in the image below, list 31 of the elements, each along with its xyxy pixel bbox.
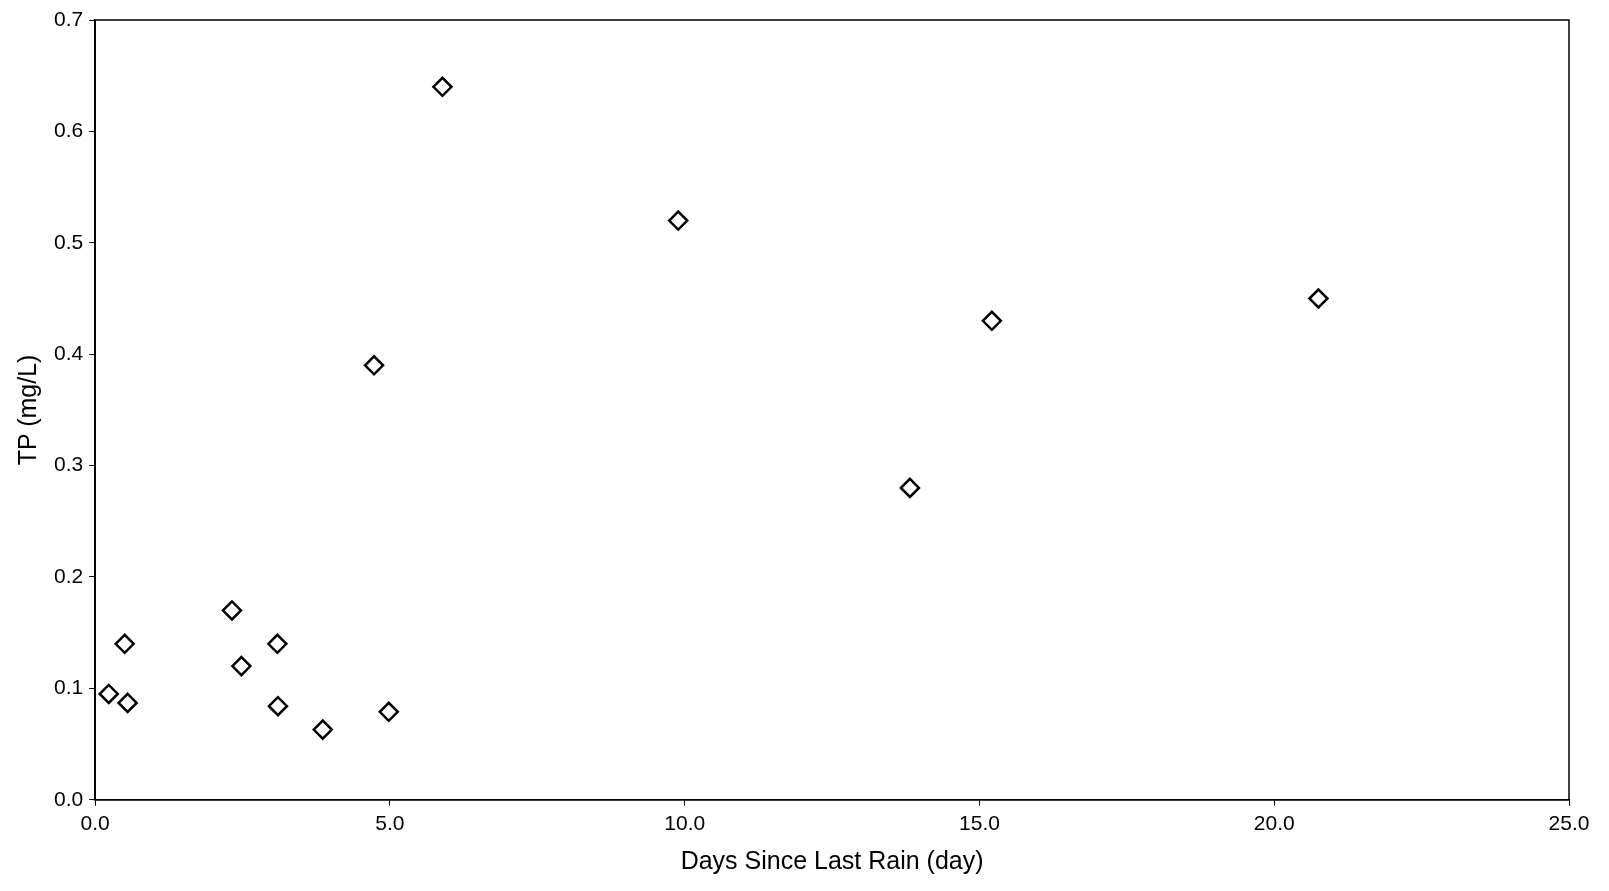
point (1308, 288, 1329, 309)
point (363, 355, 385, 376)
point (667, 210, 689, 231)
point (267, 695, 289, 717)
point (312, 719, 333, 740)
y-tick-label: 0.0 (53, 786, 84, 810)
y-tick-label: 0.3 (53, 452, 84, 476)
y-tick-label: 0.2 (53, 563, 84, 587)
point (231, 655, 252, 677)
x-tick-label: 15.0 (959, 811, 1000, 835)
x-axis-title: Days Since Last Rain (day) (680, 845, 984, 874)
x-tick-label: 0.0 (80, 811, 110, 835)
y-axis-title: TP (mg/L) (12, 354, 41, 466)
x-tick-label: 5.0 (375, 811, 405, 835)
point (114, 633, 135, 655)
point (98, 683, 119, 705)
point (378, 701, 400, 723)
y-tick-label: 0.4 (53, 341, 84, 364)
x-tick-label: 20.0 (1253, 811, 1295, 835)
y-tick-label: 0.6 (53, 118, 84, 142)
point (899, 477, 921, 499)
y-tick-label: 0.1 (53, 675, 84, 699)
x-tick-label: 25.0 (1548, 811, 1590, 835)
point (221, 600, 243, 621)
point (981, 310, 1003, 332)
x-tick-label: 10.0 (664, 811, 706, 835)
point (267, 633, 288, 655)
point (117, 692, 138, 714)
point (432, 76, 453, 98)
y-tick-label: 0.7 (53, 6, 84, 30)
y-tick-label: 0.5 (53, 229, 84, 253)
